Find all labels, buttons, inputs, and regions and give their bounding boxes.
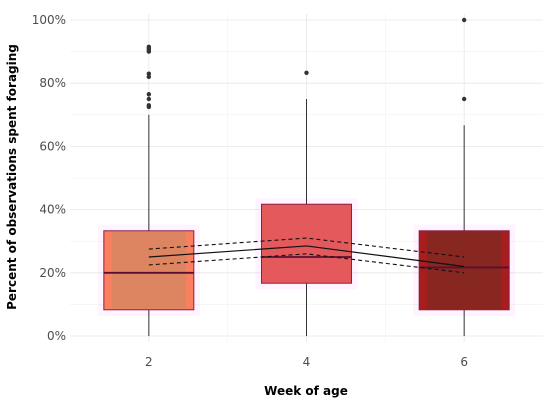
outlier-point (146, 96, 152, 102)
x-tick-label: 6 (460, 355, 468, 369)
outlier-point (146, 104, 152, 110)
outlier-point (461, 96, 467, 102)
y-tick-label: 100% (32, 13, 66, 27)
box-group (97, 17, 516, 336)
outlier-point (146, 49, 152, 54)
y-tick-label: 20% (39, 266, 66, 280)
upper-ci-line (148, 237, 465, 258)
x-tick-label: 2 (145, 355, 153, 369)
outlier-point (146, 92, 152, 97)
outlier-point (146, 74, 152, 80)
mean-trend-line (148, 245, 465, 268)
box-inner (427, 231, 502, 309)
outlier-point (304, 70, 309, 75)
y-tick-label: 40% (39, 203, 66, 217)
y-tick-label: 80% (39, 76, 66, 90)
y-tick-label: 60% (39, 139, 66, 153)
x-axis-title: Week of age (264, 384, 348, 398)
x-tick-label: 4 (303, 355, 311, 369)
lower-ci-line (148, 253, 465, 274)
y-tick-labels: 0% 20% 40% 60% 80% 100% (32, 13, 66, 343)
outlier-point (146, 71, 152, 76)
y-tick-label: 0% (47, 329, 66, 343)
box-inner (269, 205, 344, 283)
x-tick-labels: 2 4 6 (145, 355, 468, 369)
y-axis-title: Percent of observations spent foraging (5, 44, 19, 310)
trend-lines (148, 237, 465, 274)
outlier-point (461, 17, 467, 23)
box-inner (111, 231, 186, 309)
